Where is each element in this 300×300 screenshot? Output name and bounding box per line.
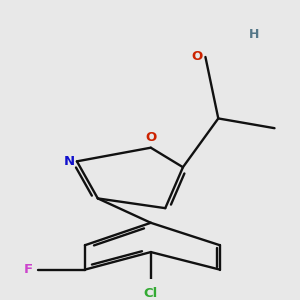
Text: N: N <box>64 155 75 168</box>
Text: H: H <box>248 28 259 41</box>
Text: Cl: Cl <box>144 287 158 300</box>
Text: O: O <box>191 50 202 64</box>
Text: F: F <box>23 263 32 276</box>
Text: O: O <box>145 130 156 143</box>
